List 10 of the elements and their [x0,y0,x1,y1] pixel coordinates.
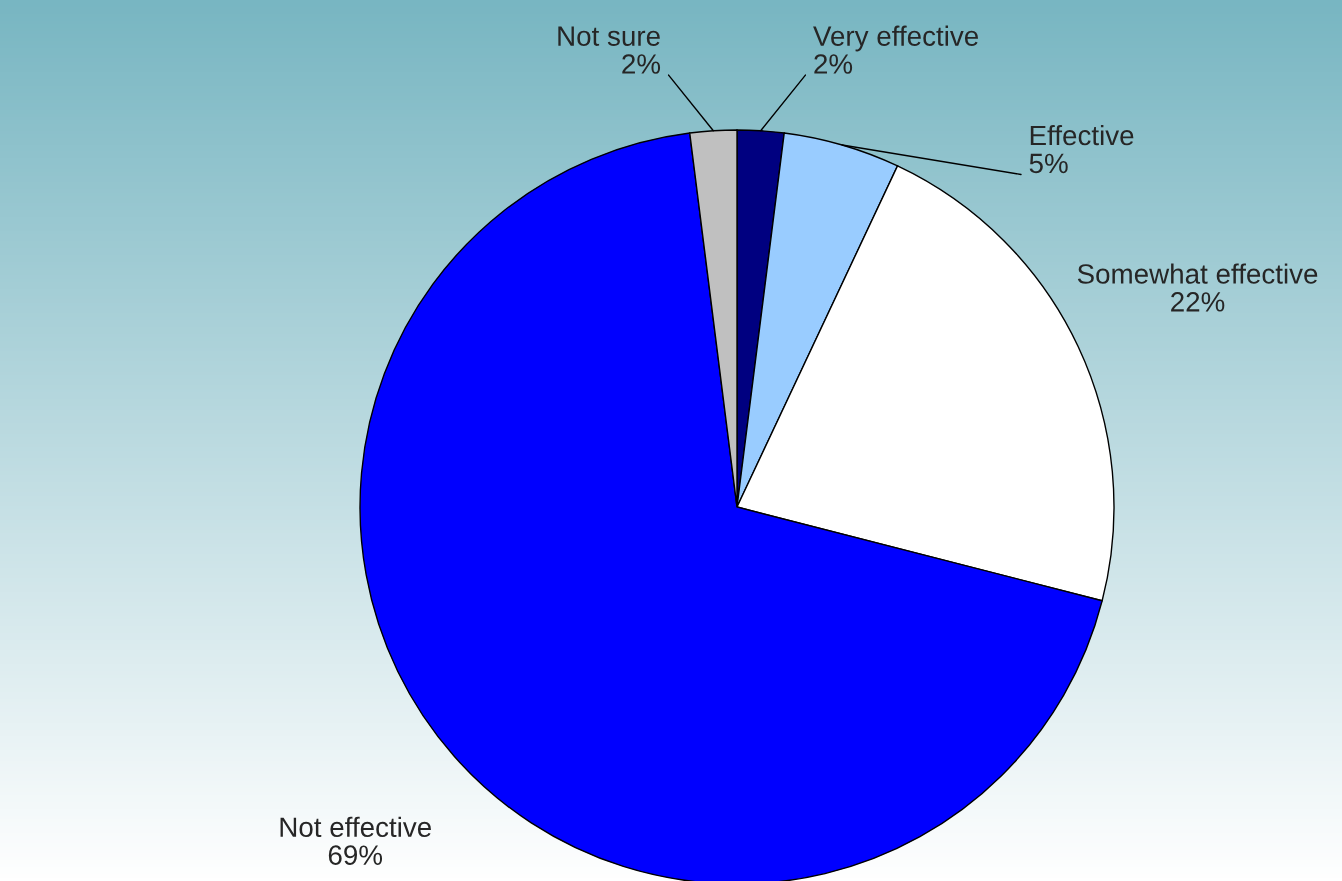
slice-label: Not effective [280,816,431,838]
data-label: 5% [1029,153,1068,174]
slice-label: Not sure [558,26,660,46]
data-label: 2% [622,54,661,74]
data-label: 22% [1171,292,1225,312]
slice-label: Somewhat effective [1077,263,1318,284]
slice-label: Very effective [813,25,978,52]
slice-label: Effective [1030,124,1134,146]
data-label: 69% [328,845,383,865]
data-label: 2% [814,54,853,74]
